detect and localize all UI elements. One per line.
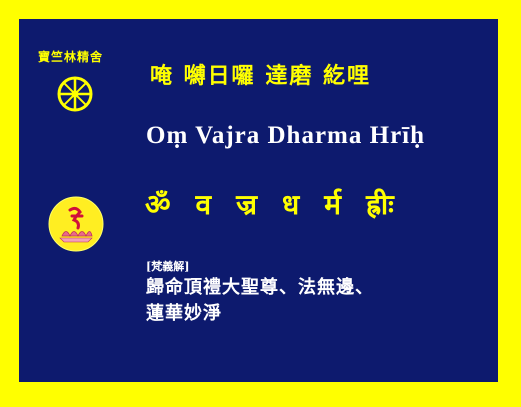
- mantra-romanized: Oṃ Vajra Dharma Hrīḥ: [146, 122, 426, 149]
- dharma-wheel-icon: [57, 76, 93, 112]
- organization-name: 寶竺林精舍: [38, 50, 104, 64]
- content-panel: [19, 19, 498, 382]
- translation-label: [梵義解]: [146, 260, 190, 273]
- siddham-glyph: ॐ: [145, 188, 171, 221]
- lotus-seed-syllable-icon: [48, 196, 104, 252]
- mantra-chinese-transliteration: 唵 嚩日囉 達磨 紇哩: [150, 63, 371, 89]
- siddham-glyph: र्म: [324, 188, 342, 221]
- translation-line: 歸命頂禮大聖尊、法無邊、: [146, 277, 374, 298]
- translation-line: 蓮華妙淨: [146, 303, 222, 324]
- siddham-glyph: ध: [282, 188, 300, 221]
- translation-text: 歸命頂禮大聖尊、法無邊、 蓮華妙淨: [146, 275, 374, 327]
- siddham-glyph: ह्रीः: [366, 188, 394, 221]
- siddham-glyph: व: [195, 188, 212, 221]
- mantra-siddham-script: ॐ व ज्र ध र्म ह्रीः: [145, 185, 394, 223]
- siddham-glyph: ज्र: [236, 188, 258, 221]
